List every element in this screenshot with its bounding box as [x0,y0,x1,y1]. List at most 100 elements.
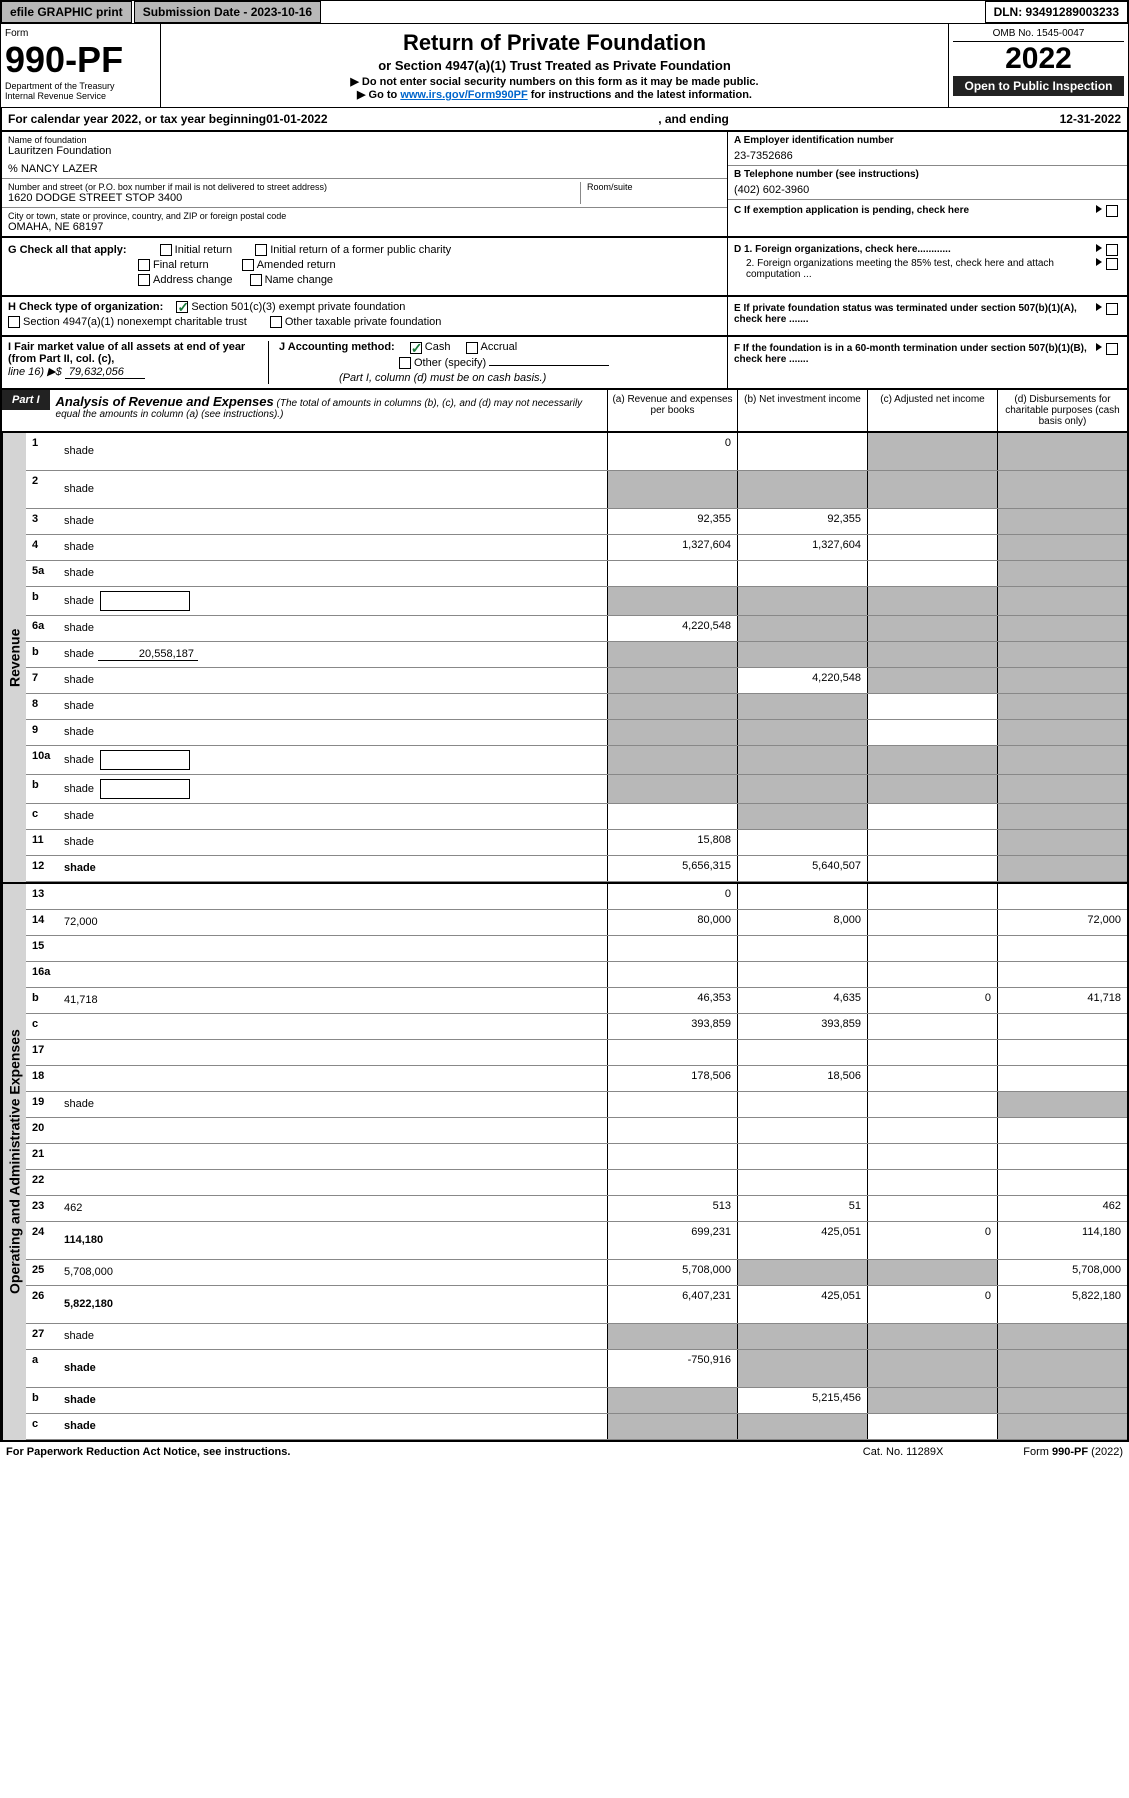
chk-4947a1[interactable] [8,316,20,328]
cell-c [867,433,997,470]
chk-foreign-85[interactable] [1106,258,1118,270]
cell-a: 513 [607,1196,737,1221]
row-description: shade [60,668,607,693]
open-to-public: Open to Public Inspection [953,76,1124,96]
cell-b [737,1260,867,1285]
efile-print-button[interactable]: efile GRAPHIC print [1,1,132,23]
cell-d [997,561,1127,586]
cell-d [997,1414,1127,1439]
row-description: shade [60,856,607,881]
chk-amended-return[interactable] [242,259,254,271]
table-row: 18178,50618,506 [26,1066,1127,1092]
chk-other-taxable[interactable] [270,316,282,328]
arrow-icon [1096,343,1102,351]
cell-d [997,720,1127,745]
cell-a [607,1170,737,1195]
cell-a: 5,656,315 [607,856,737,881]
row-description: 72,000 [60,910,607,935]
table-row: 130 [26,884,1127,910]
cell-b [737,587,867,615]
table-row: 16a [26,962,1127,988]
cell-b [737,962,867,987]
cell-c [867,509,997,534]
cell-d [997,471,1127,508]
chk-other-method[interactable] [399,357,411,369]
cell-c [867,910,997,935]
cell-c [867,1040,997,1065]
chk-accrual[interactable] [466,342,478,354]
cell-c [867,561,997,586]
chk-initial-return[interactable] [160,244,172,256]
row-number: b [26,988,60,1013]
row-number: 23 [26,1196,60,1221]
row-number: 18 [26,1066,60,1091]
row-description [60,1014,607,1039]
chk-foreign-org[interactable] [1106,244,1118,256]
part1-header: Part I Analysis of Revenue and Expenses … [0,390,1129,433]
row-number: b [26,1388,60,1413]
cell-d [997,884,1127,909]
d2-label: 2. Foreign organizations meeting the 85%… [734,258,1092,280]
cell-c [867,775,997,803]
row-description: shade [60,587,607,615]
chk-status-terminated[interactable] [1106,303,1118,315]
cell-a: 1,327,604 [607,535,737,560]
form-note-link: ▶ Go to www.irs.gov/Form990PF for instru… [167,88,942,101]
cell-d [997,1324,1127,1349]
cell-b [737,830,867,855]
i-label: I Fair market value of all assets at end… [8,341,268,365]
table-row: 20 [26,1118,1127,1144]
row-number: c [26,1414,60,1439]
cell-b [737,1092,867,1117]
cell-c [867,616,997,641]
cell-b [737,1350,867,1387]
cell-b [737,1040,867,1065]
row-number: 17 [26,1040,60,1065]
section-h-e: H Check type of organization: Section 50… [0,297,1129,337]
row-description: shade [60,830,607,855]
cell-b [737,775,867,803]
chk-final-return[interactable] [138,259,150,271]
cell-b: 393,859 [737,1014,867,1039]
cell-a [607,694,737,719]
exemption-pending-checkbox[interactable] [1106,205,1118,217]
submission-date: Submission Date - 2023-10-16 [134,1,321,23]
chk-name-change[interactable] [250,274,262,286]
section-g-d: G Check all that apply: Initial return I… [0,238,1129,297]
f-label: F If the foundation is in a 60-month ter… [734,343,1092,365]
table-row: b41,71846,3534,635041,718 [26,988,1127,1014]
chk-initial-former[interactable] [255,244,267,256]
table-row: bshade [26,775,1127,804]
cell-d [997,936,1127,961]
cell-d [997,1014,1127,1039]
chk-501c3[interactable] [176,301,188,313]
chk-cash[interactable] [410,342,422,354]
row-description: shade [60,509,607,534]
cat-no: Cat. No. 11289X [863,1446,944,1458]
cell-c [867,642,997,667]
cell-a [607,587,737,615]
cell-c [867,962,997,987]
cell-a: 4,220,548 [607,616,737,641]
row-description [60,936,607,961]
d1-label: D 1. Foreign organizations, check here..… [734,244,1092,255]
cell-a [607,1144,737,1169]
table-row: 17 [26,1040,1127,1066]
arrow-icon [1096,303,1102,311]
cell-c [867,1118,997,1143]
row-description [60,1118,607,1143]
table-row: 3shade92,35592,355 [26,509,1127,535]
row-description: shade [60,433,607,470]
cell-b [737,1118,867,1143]
instructions-link[interactable]: www.irs.gov/Form990PF [400,89,527,101]
cell-a [607,1414,737,1439]
cell-d: 5,822,180 [997,1286,1127,1323]
h-label: H Check type of organization: [8,301,163,313]
cell-c [867,1092,997,1117]
chk-address-change[interactable] [138,274,150,286]
cell-c [867,1350,997,1387]
chk-60-month[interactable] [1106,343,1118,355]
table-row: 7shade4,220,548 [26,668,1127,694]
cell-a: 393,859 [607,1014,737,1039]
row-description [60,962,607,987]
